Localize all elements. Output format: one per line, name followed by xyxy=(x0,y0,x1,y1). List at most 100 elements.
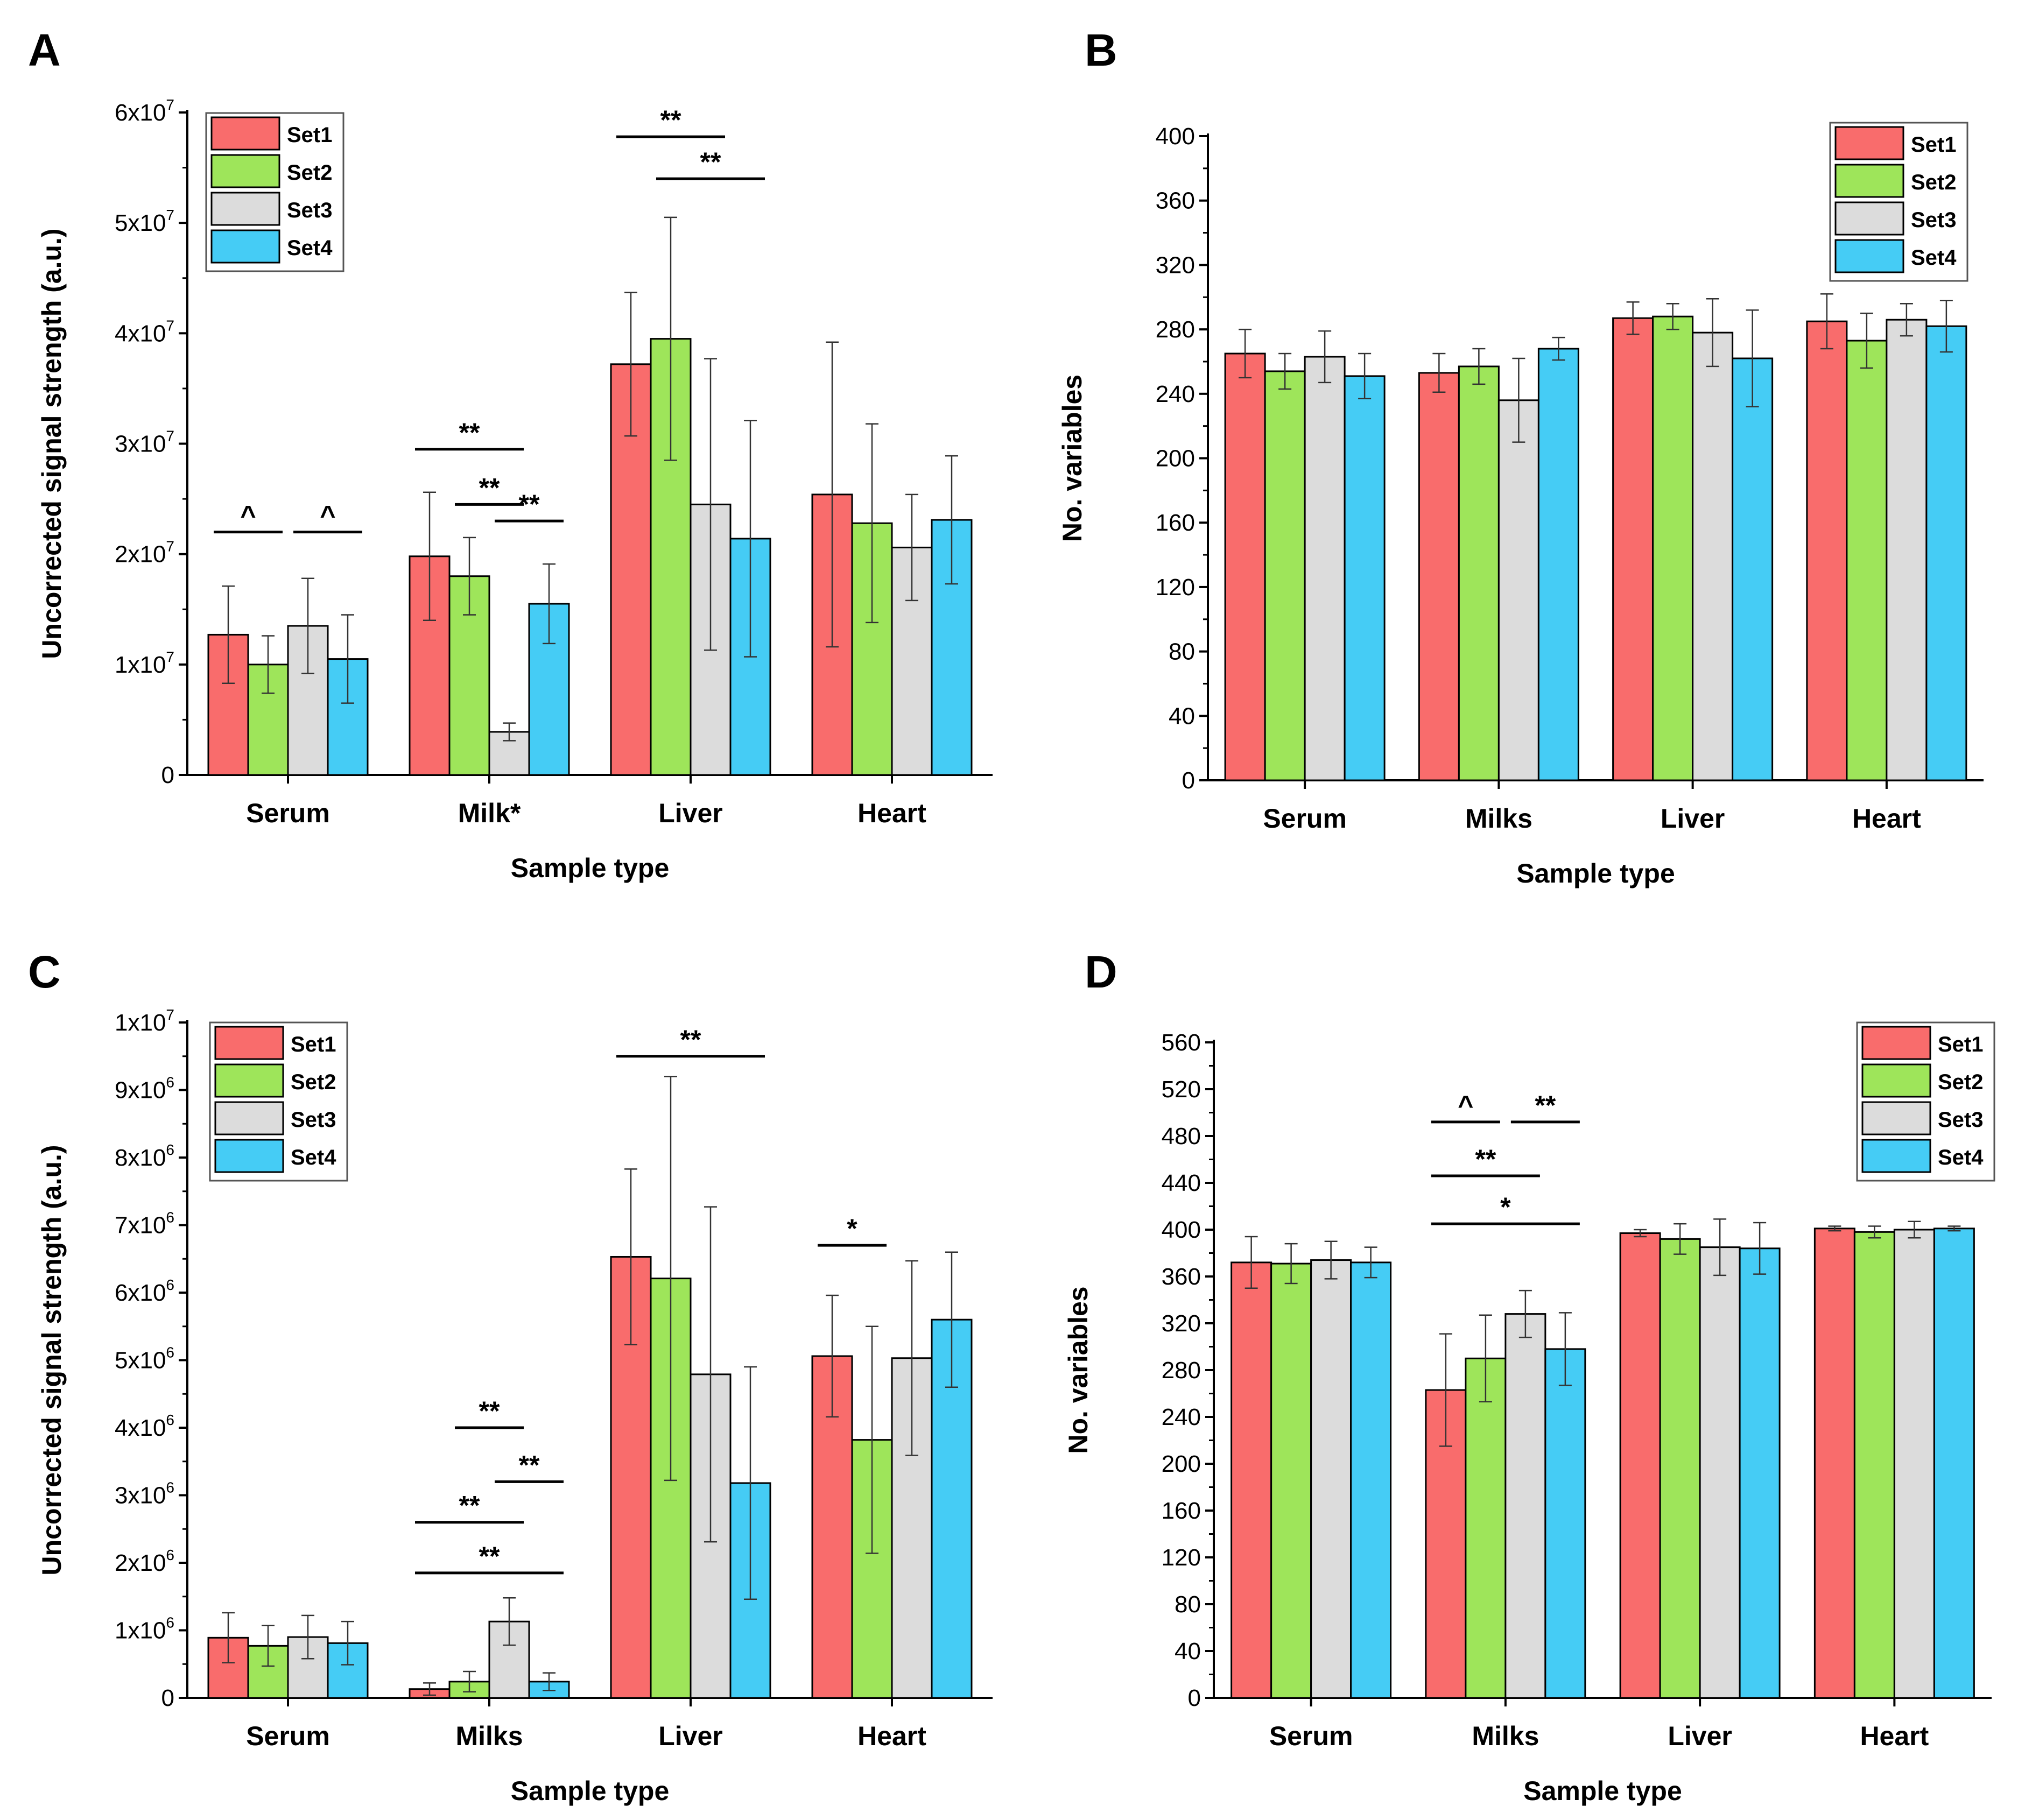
y-tick-label: 4x107 xyxy=(115,317,174,347)
bar-set4 xyxy=(1544,1348,1586,1699)
panel-letter-b: B xyxy=(1085,25,1117,75)
x-tick-label: Serum xyxy=(1263,803,1347,834)
legend-label: Set4 xyxy=(1938,1146,1984,1169)
x-axis-label: Sample type xyxy=(511,1776,670,1806)
bar-set3 xyxy=(1497,399,1539,781)
bar-set4 xyxy=(1925,325,1967,781)
significance-label: ^ xyxy=(320,500,335,531)
bar-set3 xyxy=(1893,1229,1935,1699)
x-axis-label: Sample type xyxy=(511,853,670,883)
x-tick-label: Serum xyxy=(246,1721,330,1751)
y-tick-label: 160 xyxy=(1162,1498,1201,1524)
y-tick-exponent: 7 xyxy=(166,1006,174,1023)
bar-set4 xyxy=(1537,348,1579,781)
legend-swatch-set2 xyxy=(214,1063,284,1098)
y-tick-label: 360 xyxy=(1156,188,1195,214)
y-tick-label: 240 xyxy=(1156,381,1195,407)
y-tick-label: 320 xyxy=(1156,252,1195,278)
x-tick-label: Heart xyxy=(857,1721,926,1751)
significance-label: ** xyxy=(660,105,681,135)
bar-set3 xyxy=(1886,319,1928,781)
y-tick-label: 1x107 xyxy=(115,1006,174,1036)
y-tick-label: 520 xyxy=(1162,1076,1201,1103)
chart-c: 0 1x106 2x106 3x106 4x106 5x106 6x106 7x106 8x10… xyxy=(37,1006,993,1806)
chart-b: 0 40 80 120 160 200 240 280 320 360 400 Serum Milks L… xyxy=(1057,122,1984,888)
legend-swatch-set3 xyxy=(1834,201,1904,236)
bar-set3 xyxy=(1699,1246,1741,1699)
legend-swatch-set4 xyxy=(1834,239,1904,273)
y-axis-label: Uncorrected signal strength (a.u.) xyxy=(37,228,67,659)
significance-label: ^ xyxy=(1458,1090,1473,1120)
y-tick-label: 1x106 xyxy=(115,1614,174,1644)
significance-label: ** xyxy=(479,1541,500,1571)
y-tick-label: 240 xyxy=(1162,1404,1201,1430)
legend-label: Set4 xyxy=(287,236,333,260)
bar-set4 xyxy=(1344,375,1386,781)
x-tick-label: Milks xyxy=(1472,1721,1539,1751)
x-tick-label: Milk* xyxy=(458,798,521,828)
y-tick-label: 200 xyxy=(1156,446,1195,472)
y-axis-label: Uncorrected signal strength (a.u.) xyxy=(37,1145,67,1575)
legend-swatch-set4 xyxy=(214,1139,284,1173)
panel-letter-c: C xyxy=(28,947,61,997)
y-tick-label: 5x107 xyxy=(115,207,174,236)
y-tick-label: 280 xyxy=(1156,316,1195,343)
significance-label: ^ xyxy=(240,500,256,531)
y-tick-label: 6x107 xyxy=(115,96,174,126)
y-tick-exponent: 6 xyxy=(166,1209,174,1226)
y-tick-label: 6x106 xyxy=(115,1276,174,1306)
bar-set3 xyxy=(1504,1313,1546,1699)
y-axis-label: No. variables xyxy=(1063,1286,1093,1454)
legend-swatch-set4 xyxy=(210,229,280,264)
legend-swatch-set2 xyxy=(1834,164,1904,198)
y-tick-label: 560 xyxy=(1162,1029,1201,1056)
significance-label: ** xyxy=(700,147,721,177)
x-tick-label: Liver xyxy=(1661,803,1725,834)
y-tick-label: 440 xyxy=(1162,1170,1201,1196)
bar-set4 xyxy=(1350,1261,1392,1699)
significance-label: * xyxy=(1500,1192,1511,1222)
y-tick-exponent: 6 xyxy=(166,1276,174,1293)
legend-label: Set2 xyxy=(1911,171,1957,194)
bar-set2 xyxy=(1465,1357,1507,1699)
y-tick-label: 7x106 xyxy=(115,1209,174,1239)
y-tick-exponent: 7 xyxy=(166,648,174,665)
y-axis-label: No. variables xyxy=(1057,375,1087,542)
x-tick-label: Serum xyxy=(246,798,330,828)
legend-label: Set2 xyxy=(287,161,333,185)
y-tick-exponent: 7 xyxy=(166,207,174,223)
bar-set2 xyxy=(1652,315,1694,781)
chart-a: 0 1x107 2x107 3x107 4x107 5x107 6x107 Serum Milk… xyxy=(37,96,993,883)
legend-swatch-set4 xyxy=(1861,1139,1931,1173)
y-tick-label: 5x106 xyxy=(115,1344,174,1374)
x-tick-label: Liver xyxy=(658,798,723,828)
legend-label: Set1 xyxy=(287,123,333,147)
legend-label: Set3 xyxy=(287,199,333,222)
legend-label: Set1 xyxy=(291,1033,336,1056)
significance-label: ** xyxy=(479,1396,500,1426)
y-tick-label: 400 xyxy=(1156,123,1195,150)
legend-swatch-set2 xyxy=(1861,1063,1931,1098)
legend-swatch-set1 xyxy=(210,116,280,151)
significance-label: ** xyxy=(1535,1090,1556,1120)
y-tick-label: 1x107 xyxy=(115,648,174,678)
significance-label: * xyxy=(847,1214,857,1244)
bar-set1 xyxy=(1813,1228,1855,1699)
chart-d: 0 40 80 120 160 200 240 280 320 360 400 440 480 520 56… xyxy=(1063,1021,1995,1806)
y-tick-exponent: 6 xyxy=(166,1412,174,1428)
legend-label: Set2 xyxy=(1938,1070,1984,1094)
bar-set4 xyxy=(931,1318,973,1699)
y-tick-label: 0 xyxy=(1188,1685,1201,1711)
significance-label: ** xyxy=(1475,1144,1496,1174)
bar-set1 xyxy=(1619,1232,1661,1699)
legend-label: Set3 xyxy=(1911,208,1957,232)
bar-set3 xyxy=(1692,331,1734,781)
y-tick-label: 160 xyxy=(1156,510,1195,536)
y-tick-label: 40 xyxy=(1175,1638,1201,1664)
y-tick-label: 120 xyxy=(1156,574,1195,601)
panel-letter-d: D xyxy=(1085,947,1117,997)
y-tick-label: 2x107 xyxy=(115,538,174,568)
y-tick-label: 80 xyxy=(1175,1591,1201,1618)
bar-set1 xyxy=(1806,320,1848,781)
legend-swatch-set1 xyxy=(214,1026,284,1060)
